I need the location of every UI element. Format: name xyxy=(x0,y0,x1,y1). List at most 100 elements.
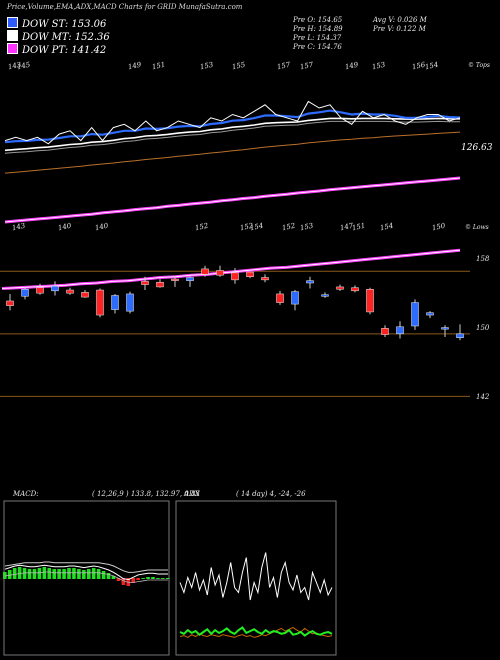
lows-tag: © Lows xyxy=(465,224,489,231)
candle-body xyxy=(111,295,119,310)
ema-long-line xyxy=(4,131,461,174)
legend-swatch-st xyxy=(7,17,18,28)
macd-histogram-bar xyxy=(146,577,150,579)
macd-histogram-bar xyxy=(161,578,165,579)
macd-histogram-bar xyxy=(47,568,52,579)
macd-histogram-bar xyxy=(17,567,22,579)
macd-histogram-bar xyxy=(151,577,155,579)
candle-body xyxy=(201,268,209,275)
price-line xyxy=(4,100,461,145)
legend-dow-st: DOW ST: 153.06 xyxy=(7,17,106,30)
legend-label-mt: DOW MT: 152.36 xyxy=(22,32,110,43)
macd-params: ( 12,26,9 ) 133.8, 132.97, 0.83 xyxy=(92,490,200,498)
macd-histogram-bar xyxy=(37,568,42,579)
tops-tag: © Tops xyxy=(468,62,490,69)
candle-body xyxy=(216,270,224,276)
macd-histogram-bar xyxy=(156,578,160,579)
candle-body xyxy=(396,326,404,335)
stat-prev-high: Pre H: 154.89 xyxy=(293,25,343,33)
ema-mid-line xyxy=(4,117,460,152)
candle-body xyxy=(261,277,269,281)
candle-body xyxy=(441,327,449,330)
macd-histogram-bar xyxy=(121,578,126,585)
candle-body xyxy=(156,281,164,288)
ema-value-label: 126.63 xyxy=(461,143,493,153)
candle-body xyxy=(426,312,434,316)
candle-body xyxy=(381,328,389,335)
adx-line xyxy=(179,552,333,601)
macd-histogram-bar xyxy=(101,571,106,579)
candle-body xyxy=(81,292,89,298)
stat-avg-volume: Avg V: 0.026 M xyxy=(373,16,427,24)
candle-body xyxy=(171,278,179,281)
macd-histogram-bar xyxy=(96,569,101,579)
candle-body xyxy=(456,333,464,338)
macd-histogram-bar xyxy=(86,569,91,579)
adx-panel-frame xyxy=(175,500,337,656)
candle-body xyxy=(141,281,149,285)
legend-dow-mt: DOW MT: 152.36 xyxy=(7,30,110,43)
macd-signal-line-2 xyxy=(4,571,168,583)
macd-histogram-bar xyxy=(77,569,81,579)
macd-histogram-bar xyxy=(7,570,12,579)
candle-body xyxy=(291,291,299,305)
macd-histogram-bar xyxy=(57,569,61,579)
macd-histogram-bar xyxy=(12,568,17,579)
dow-pt-core xyxy=(1,249,461,289)
macd-histogram-bar xyxy=(62,569,66,579)
candle-body xyxy=(351,287,359,292)
macd-histogram-bar xyxy=(111,576,116,579)
adx-title: ADX xyxy=(184,490,200,498)
plus-di-line xyxy=(179,626,333,637)
candle-body xyxy=(231,272,239,281)
macd-histogram-bar xyxy=(22,568,27,579)
stat-prev-low: Pre L: 154.37 xyxy=(293,34,342,42)
macd-histogram-bar xyxy=(116,578,121,581)
macd-histogram-bar xyxy=(91,568,96,579)
candle-body xyxy=(321,294,329,297)
candle-body xyxy=(366,289,374,313)
macd-histogram-bar xyxy=(166,578,170,579)
candle-body xyxy=(411,302,419,327)
adx-params: ( 14 day) 4, -24, -26 xyxy=(236,490,306,498)
macd-histogram-bar xyxy=(141,578,145,579)
ema-mid-shadow xyxy=(4,120,460,154)
legend-swatch-mt xyxy=(7,30,18,41)
candle-body xyxy=(21,289,29,297)
macd-histogram-bar xyxy=(106,573,111,579)
candle-body xyxy=(246,271,254,277)
price-level-label-1: 150 xyxy=(476,324,490,332)
legend-swatch-pt xyxy=(7,43,18,54)
minus-di-line xyxy=(179,626,333,638)
macd-histogram-bar xyxy=(131,578,136,583)
macd-histogram-bar xyxy=(32,569,37,579)
candle-body xyxy=(66,289,74,294)
stat-prev-close: Pre C: 154.76 xyxy=(293,43,342,51)
price-level-label-0: 158 xyxy=(476,255,490,263)
legend-label-pt: DOW PT: 141.42 xyxy=(22,45,107,56)
macd-histogram-bar xyxy=(3,572,7,579)
macd-histogram-bar xyxy=(136,578,140,580)
macd-line xyxy=(4,564,168,581)
candle-body xyxy=(96,289,104,316)
macd-histogram-bar xyxy=(27,569,32,579)
candle-body xyxy=(306,280,314,284)
candle-body xyxy=(36,287,44,294)
macd-histogram-bar xyxy=(42,567,47,579)
macd-histogram-bar xyxy=(82,570,86,579)
candle-body xyxy=(336,286,344,290)
page-title: Price,Volume,EMA,ADX,MACD Charts for GRI… xyxy=(7,3,243,11)
legend-label-st: DOW ST: 153.06 xyxy=(22,19,107,30)
candle-body xyxy=(276,293,284,303)
macd-signal-line xyxy=(4,561,168,573)
candle-body xyxy=(51,285,59,292)
macd-title: MACD: xyxy=(13,490,39,498)
candle-body xyxy=(186,277,194,281)
dow-pt-line xyxy=(1,248,461,290)
macd-histogram-bar xyxy=(52,569,56,579)
ema-longest-core xyxy=(4,177,461,223)
candle-body xyxy=(126,293,134,312)
macd-histogram-bar xyxy=(72,568,76,579)
